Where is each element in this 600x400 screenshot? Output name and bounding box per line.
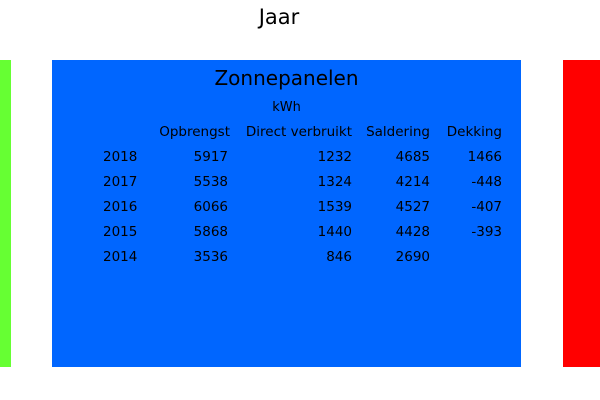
cell-saldering: 4214 <box>395 174 430 190</box>
column-header: Saldering <box>366 124 430 140</box>
column-header: Direct verbruikt <box>245 124 352 140</box>
page-title: Jaar <box>258 5 300 29</box>
cell-dekking: -407 <box>471 199 502 215</box>
column-header: Dekking <box>446 124 502 140</box>
column-header: Opbrengst <box>159 124 230 140</box>
row-year: 2017 <box>103 174 138 190</box>
row-year: 2015 <box>103 224 138 240</box>
right-red-panel <box>563 60 600 367</box>
cell-saldering: 4527 <box>395 199 430 215</box>
solar-panel-summary: Zonnepanelen kWh Opbrengst Direct verbrui… <box>52 60 521 367</box>
cell-direct: 1440 <box>317 224 352 240</box>
cell-direct: 846 <box>326 249 352 265</box>
cell-opbrengst: 5917 <box>193 149 228 165</box>
cell-direct: 1324 <box>317 174 352 190</box>
cell-opbrengst: 3536 <box>193 249 228 265</box>
cell-dekking: 1466 <box>467 149 502 165</box>
unit-label: kWh <box>272 100 301 115</box>
row-year: 2016 <box>103 199 138 215</box>
cell-dekking: -448 <box>471 174 502 190</box>
left-green-panel <box>0 60 11 367</box>
row-year: 2018 <box>103 149 138 165</box>
cell-direct: 1232 <box>317 149 352 165</box>
cell-opbrengst: 6066 <box>193 199 228 215</box>
cell-saldering: 4685 <box>395 149 430 165</box>
cell-saldering: 4428 <box>395 224 430 240</box>
cell-dekking: -393 <box>471 224 502 240</box>
row-year: 2014 <box>103 249 138 265</box>
cell-opbrengst: 5538 <box>193 174 228 190</box>
cell-opbrengst: 5868 <box>193 224 228 240</box>
cell-saldering: 2690 <box>395 249 430 265</box>
cell-direct: 1539 <box>317 199 352 215</box>
panel-title: Zonnepanelen <box>214 66 359 90</box>
